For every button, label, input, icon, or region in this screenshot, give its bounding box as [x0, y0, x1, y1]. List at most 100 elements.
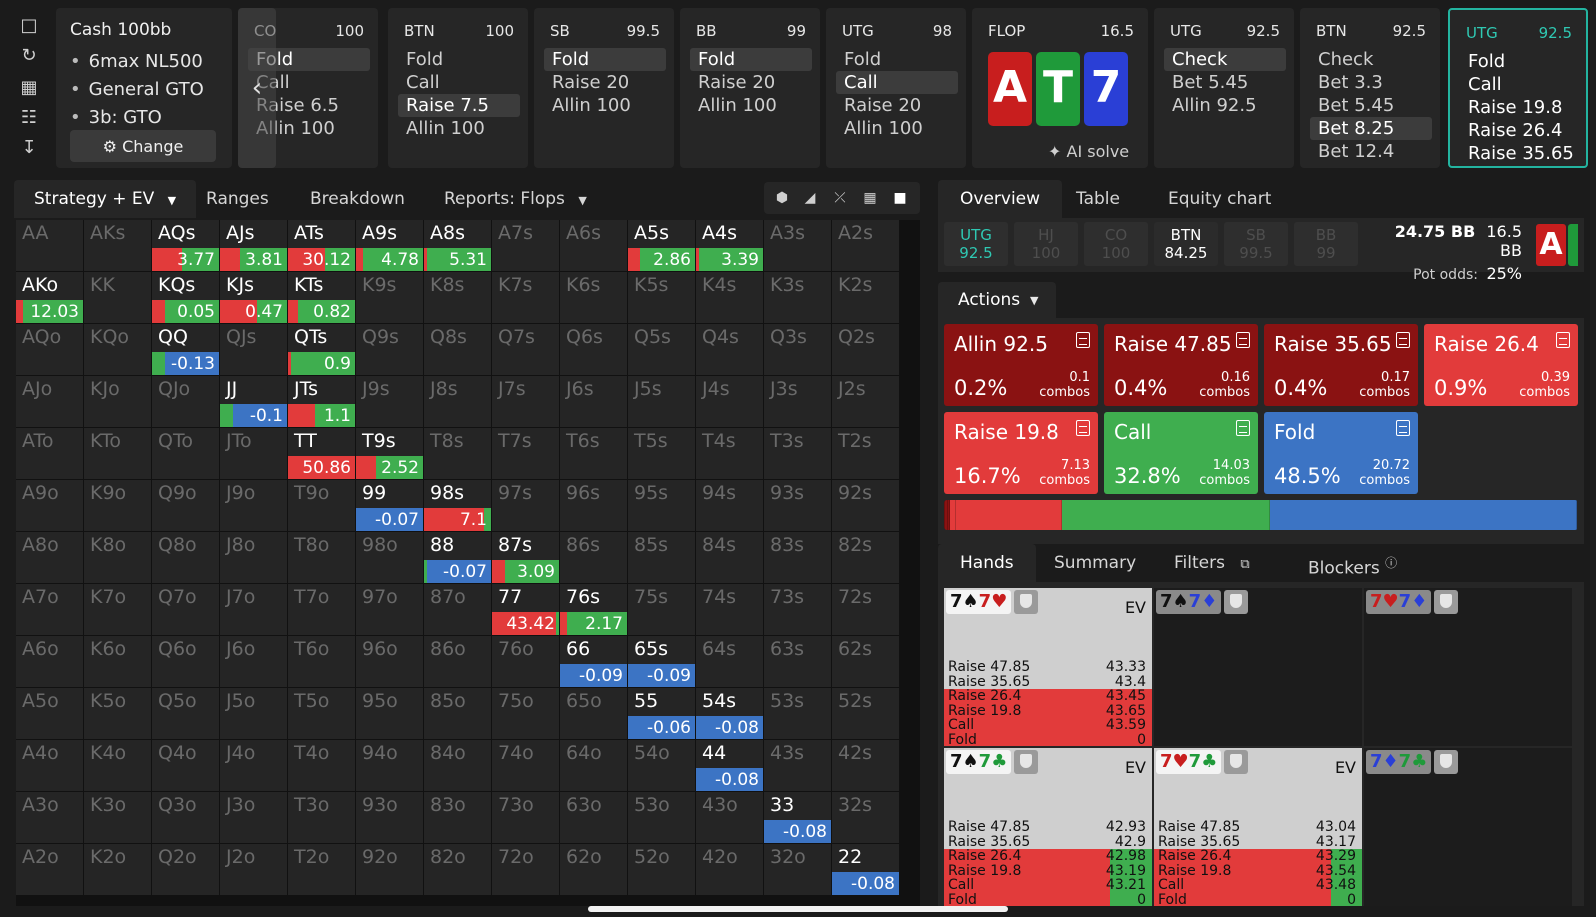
hand-cell[interactable]: A9s 4.78 — [356, 220, 423, 271]
postflop-position-panel-3[interactable]: UTG 92.5 Fold Call Raise 19.8 Raise 26.4 Raise… — [1448, 8, 1588, 168]
hand-cell[interactable]: A8o — [16, 532, 83, 583]
hand-combo-cell[interactable]: 7♦7♣ — [1364, 748, 1572, 906]
hand-cell[interactable]: Q7s — [492, 324, 559, 375]
hand-cell[interactable]: J8o — [220, 532, 287, 583]
position-panel-sb[interactable]: SB 99.5 Fold Raise 20 Allin 100 — [534, 8, 674, 168]
hand-cell[interactable]: A6s — [560, 220, 627, 271]
hand-cell[interactable]: T8o — [288, 532, 355, 583]
hand-cell[interactable]: 86o — [424, 636, 491, 687]
action-option[interactable]: Allin 92.5 — [1172, 95, 1257, 116]
hand-cell[interactable]: 42o — [696, 844, 763, 895]
hand-cell[interactable]: J7s — [492, 376, 559, 427]
action-option[interactable]: Check — [1164, 48, 1286, 71]
hand-cell[interactable]: AJo — [16, 376, 83, 427]
action-option[interactable]: Raise 20 — [844, 95, 922, 116]
hand-cell[interactable]: TT 50.86 — [288, 428, 355, 479]
hand-cell[interactable]: AKs — [84, 220, 151, 271]
hand-cell[interactable]: 43s — [764, 740, 831, 791]
hand-cell[interactable]: QTs 0.9 — [288, 324, 355, 375]
hand-cell[interactable]: J8s — [424, 376, 491, 427]
hand-cell[interactable]: 65s -0.09 — [628, 636, 695, 687]
tab-reports-flops[interactable]: Reports: Flops ▼ — [424, 180, 607, 218]
hand-cell[interactable]: 84o — [424, 740, 491, 791]
hand-cell[interactable]: 95s — [628, 480, 695, 531]
hand-cell[interactable]: T3s — [764, 428, 831, 479]
hand-cell[interactable]: A5o — [16, 688, 83, 739]
hand-cell[interactable]: Q9s — [356, 324, 423, 375]
action-option[interactable]: Call — [406, 72, 440, 93]
action-option[interactable]: Allin 100 — [698, 95, 777, 116]
hand-cell[interactable]: Q7o — [152, 584, 219, 635]
hand-cell[interactable]: J7o — [220, 584, 287, 635]
hand-cell[interactable]: A4s 3.39 — [696, 220, 763, 271]
hand-cell[interactable]: J3s — [764, 376, 831, 427]
hand-cell[interactable]: 87s 3.09 — [492, 532, 559, 583]
action-tile[interactable]: Allin 92.5 0.2% 0.1 combos — [944, 324, 1098, 406]
hand-cell[interactable]: 77 43.42 — [492, 584, 559, 635]
hand-cell[interactable]: AQo — [16, 324, 83, 375]
hand-cell[interactable]: T4s — [696, 428, 763, 479]
hand-cell[interactable]: 54s -0.08 — [696, 688, 763, 739]
hand-cell[interactable]: KQs 0.05 — [152, 272, 219, 323]
hand-cell[interactable]: A2s — [832, 220, 899, 271]
hand-cell[interactable]: 94o — [356, 740, 423, 791]
tab-hands[interactable]: Hands — [938, 544, 1036, 582]
action-tile[interactable]: Raise 35.65 0.4% 0.17 combos — [1264, 324, 1418, 406]
hand-cell[interactable]: 43o — [696, 792, 763, 843]
square-icon[interactable]: ■ — [893, 190, 907, 206]
postflop-position-panel-2[interactable]: BTN 92.5 Check Bet 3.3 Bet 5.45 Bet 8.25 Bet 1… — [1300, 8, 1440, 168]
hand-cell[interactable]: 52s — [832, 688, 899, 739]
hand-cell[interactable]: K2s — [832, 272, 899, 323]
seat-chip-btn[interactable]: BTN 84.25 — [1154, 222, 1218, 266]
hand-cell[interactable]: J2o — [220, 844, 287, 895]
hand-cell[interactable]: K4o — [84, 740, 151, 791]
action-tile[interactable]: Raise 47.85 0.4% 0.16 combos — [1104, 324, 1258, 406]
hand-cell[interactable]: K5s — [628, 272, 695, 323]
hand-cell[interactable]: 44 -0.08 — [696, 740, 763, 791]
hand-cell[interactable]: 85s — [628, 532, 695, 583]
hand-cell[interactable]: QTo — [152, 428, 219, 479]
action-option[interactable]: Fold — [406, 49, 444, 70]
action-option[interactable]: Bet 5.45 — [1172, 72, 1249, 93]
hand-cell[interactable]: 52o — [628, 844, 695, 895]
action-option[interactable]: Allin 100 — [552, 95, 631, 116]
action-option[interactable]: Call — [1468, 74, 1502, 95]
hand-cell[interactable]: J5o — [220, 688, 287, 739]
hand-cell[interactable]: 63o — [560, 792, 627, 843]
shield-icon[interactable] — [1014, 750, 1038, 774]
action-option[interactable]: Bet 8.25 — [1310, 117, 1432, 140]
hand-cell[interactable]: 88 -0.07 — [424, 532, 491, 583]
shield-icon[interactable] — [1224, 750, 1248, 774]
hand-cell[interactable]: K9o — [84, 480, 151, 531]
hand-cell[interactable]: 32o — [764, 844, 831, 895]
hand-cell[interactable]: Q6s — [560, 324, 627, 375]
hand-cell[interactable]: 74s — [696, 584, 763, 635]
action-tile[interactable]: Fold 48.5% 20.72 combos — [1264, 412, 1418, 494]
hand-cell[interactable]: 87o — [424, 584, 491, 635]
action-option[interactable]: Allin 100 — [406, 118, 485, 139]
hand-cell[interactable]: 62o — [560, 844, 627, 895]
shield-icon[interactable] — [1434, 590, 1458, 614]
action-tile[interactable]: Call 32.8% 14.03 combos — [1104, 412, 1258, 494]
tab-table[interactable]: Table — [1076, 189, 1120, 209]
hand-cell[interactable]: Q3s — [764, 324, 831, 375]
hand-cell[interactable]: KQo — [84, 324, 151, 375]
action-option[interactable]: Check — [1318, 49, 1374, 70]
hand-cell[interactable]: T6s — [560, 428, 627, 479]
hand-cell[interactable]: J9s — [356, 376, 423, 427]
hand-cell[interactable]: 33 -0.08 — [764, 792, 831, 843]
hand-cell[interactable]: 97o — [356, 584, 423, 635]
action-option[interactable]: Allin 100 — [844, 118, 923, 139]
action-option[interactable]: Fold — [844, 49, 882, 70]
hand-cell[interactable]: KJs 0.47 — [220, 272, 287, 323]
hand-cell[interactable]: 22 -0.08 — [832, 844, 899, 895]
action-option[interactable]: Raise 6.5 — [256, 95, 339, 116]
seat-chip-hj[interactable]: HJ 100 — [1014, 222, 1078, 266]
hand-cell[interactable]: 98s 7.1 — [424, 480, 491, 531]
details-icon[interactable] — [1396, 420, 1410, 436]
hand-cell[interactable]: QQ -0.13 — [152, 324, 219, 375]
hand-cell[interactable]: 93s — [764, 480, 831, 531]
hand-cell[interactable]: J3o — [220, 792, 287, 843]
hand-cell[interactable]: 64o — [560, 740, 627, 791]
action-option[interactable]: Raise 19.8 — [1468, 97, 1563, 118]
